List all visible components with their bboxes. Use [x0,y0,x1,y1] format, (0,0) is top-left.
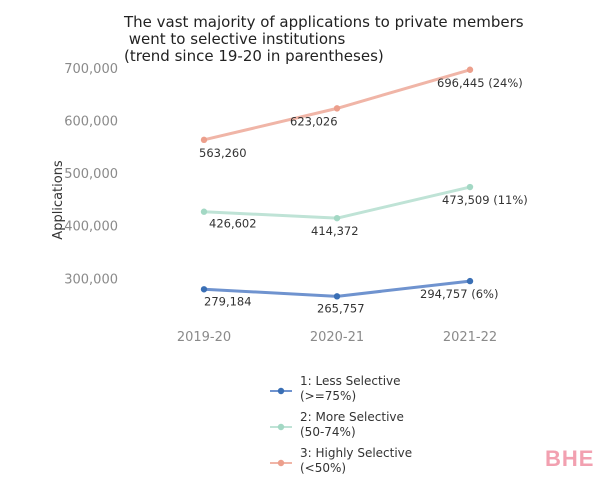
y-tick-label: 300,000 [64,272,118,287]
data-point [200,286,208,293]
data-label: 294,757 (6%) [420,287,498,301]
series-3: 563,260 623,026 696,445 (24%) [199,66,523,160]
x-tick-label: 2021-22 [443,330,497,345]
x-tick-label: 2019-20 [177,330,231,345]
watermark-logo: BHE [545,446,594,471]
data-point [466,277,474,285]
legend-item-3: 3: Highly Selective(<50%) [270,446,412,475]
data-label: 265,757 [317,301,365,315]
data-point [333,105,341,112]
legend-label: 1: Less Selective [300,374,401,388]
series-line [202,68,472,142]
legend-item-2: 2: More Selective(50-74%) [270,410,404,439]
data-label: 414,372 [311,224,359,238]
y-axis-label: Applications [51,160,66,240]
legend-label: (<50%) [300,461,346,475]
data-label: 696,445 (24%) [437,76,523,90]
chart-title-line: The vast majority of applications to pri… [123,13,524,31]
y-tick-label: 500,000 [64,167,118,182]
legend: 1: Less Selective(>=75%) 2: More Selectiv… [270,374,412,475]
legend-label: 3: Highly Selective [300,446,412,460]
series-2: 426,602 414,372 473,509 (11%) [200,183,528,238]
data-label: 563,260 [199,146,247,160]
series-1: 279,184 265,757 294,757 (6%) [200,277,498,315]
series-line [202,185,472,220]
data-label: 426,602 [209,217,257,231]
data-point [200,208,208,215]
legend-label: 2: More Selective [300,410,404,424]
chart-title: The vast majority of applications to pri… [123,13,524,65]
legend-label: (50-74%) [300,425,356,439]
data-label: 623,026 [290,114,338,128]
chart-title-line: (trend since 19-20 in parentheses) [124,47,384,65]
data-point [200,136,208,144]
data-point [333,214,341,222]
y-tick-label: 400,000 [64,220,118,235]
x-axis: 2019-20 2020-21 2021-22 [177,330,497,345]
data-point [466,183,474,191]
legend-item-1: 1: Less Selective(>=75%) [270,374,401,403]
data-label: 279,184 [204,294,252,308]
legend-label: (>=75%) [300,389,356,403]
data-label: 473,509 (11%) [442,193,528,207]
legend-marker-swatch [277,423,285,431]
series-group: 279,184 265,757 294,757 (6%) 426,602 414,372… [199,66,528,315]
y-tick-label: 600,000 [64,115,118,130]
y-tick-label: 700,000 [64,62,118,77]
chart-title-line: went to selective institutions [124,30,346,48]
legend-marker-swatch [277,459,285,467]
data-point [333,293,341,300]
legend-marker-swatch [277,387,285,395]
x-tick-label: 2020-21 [310,330,364,345]
data-point [466,66,474,73]
y-axis: 300,000 400,000 500,000 600,000 700,000 Appli… [51,62,118,287]
